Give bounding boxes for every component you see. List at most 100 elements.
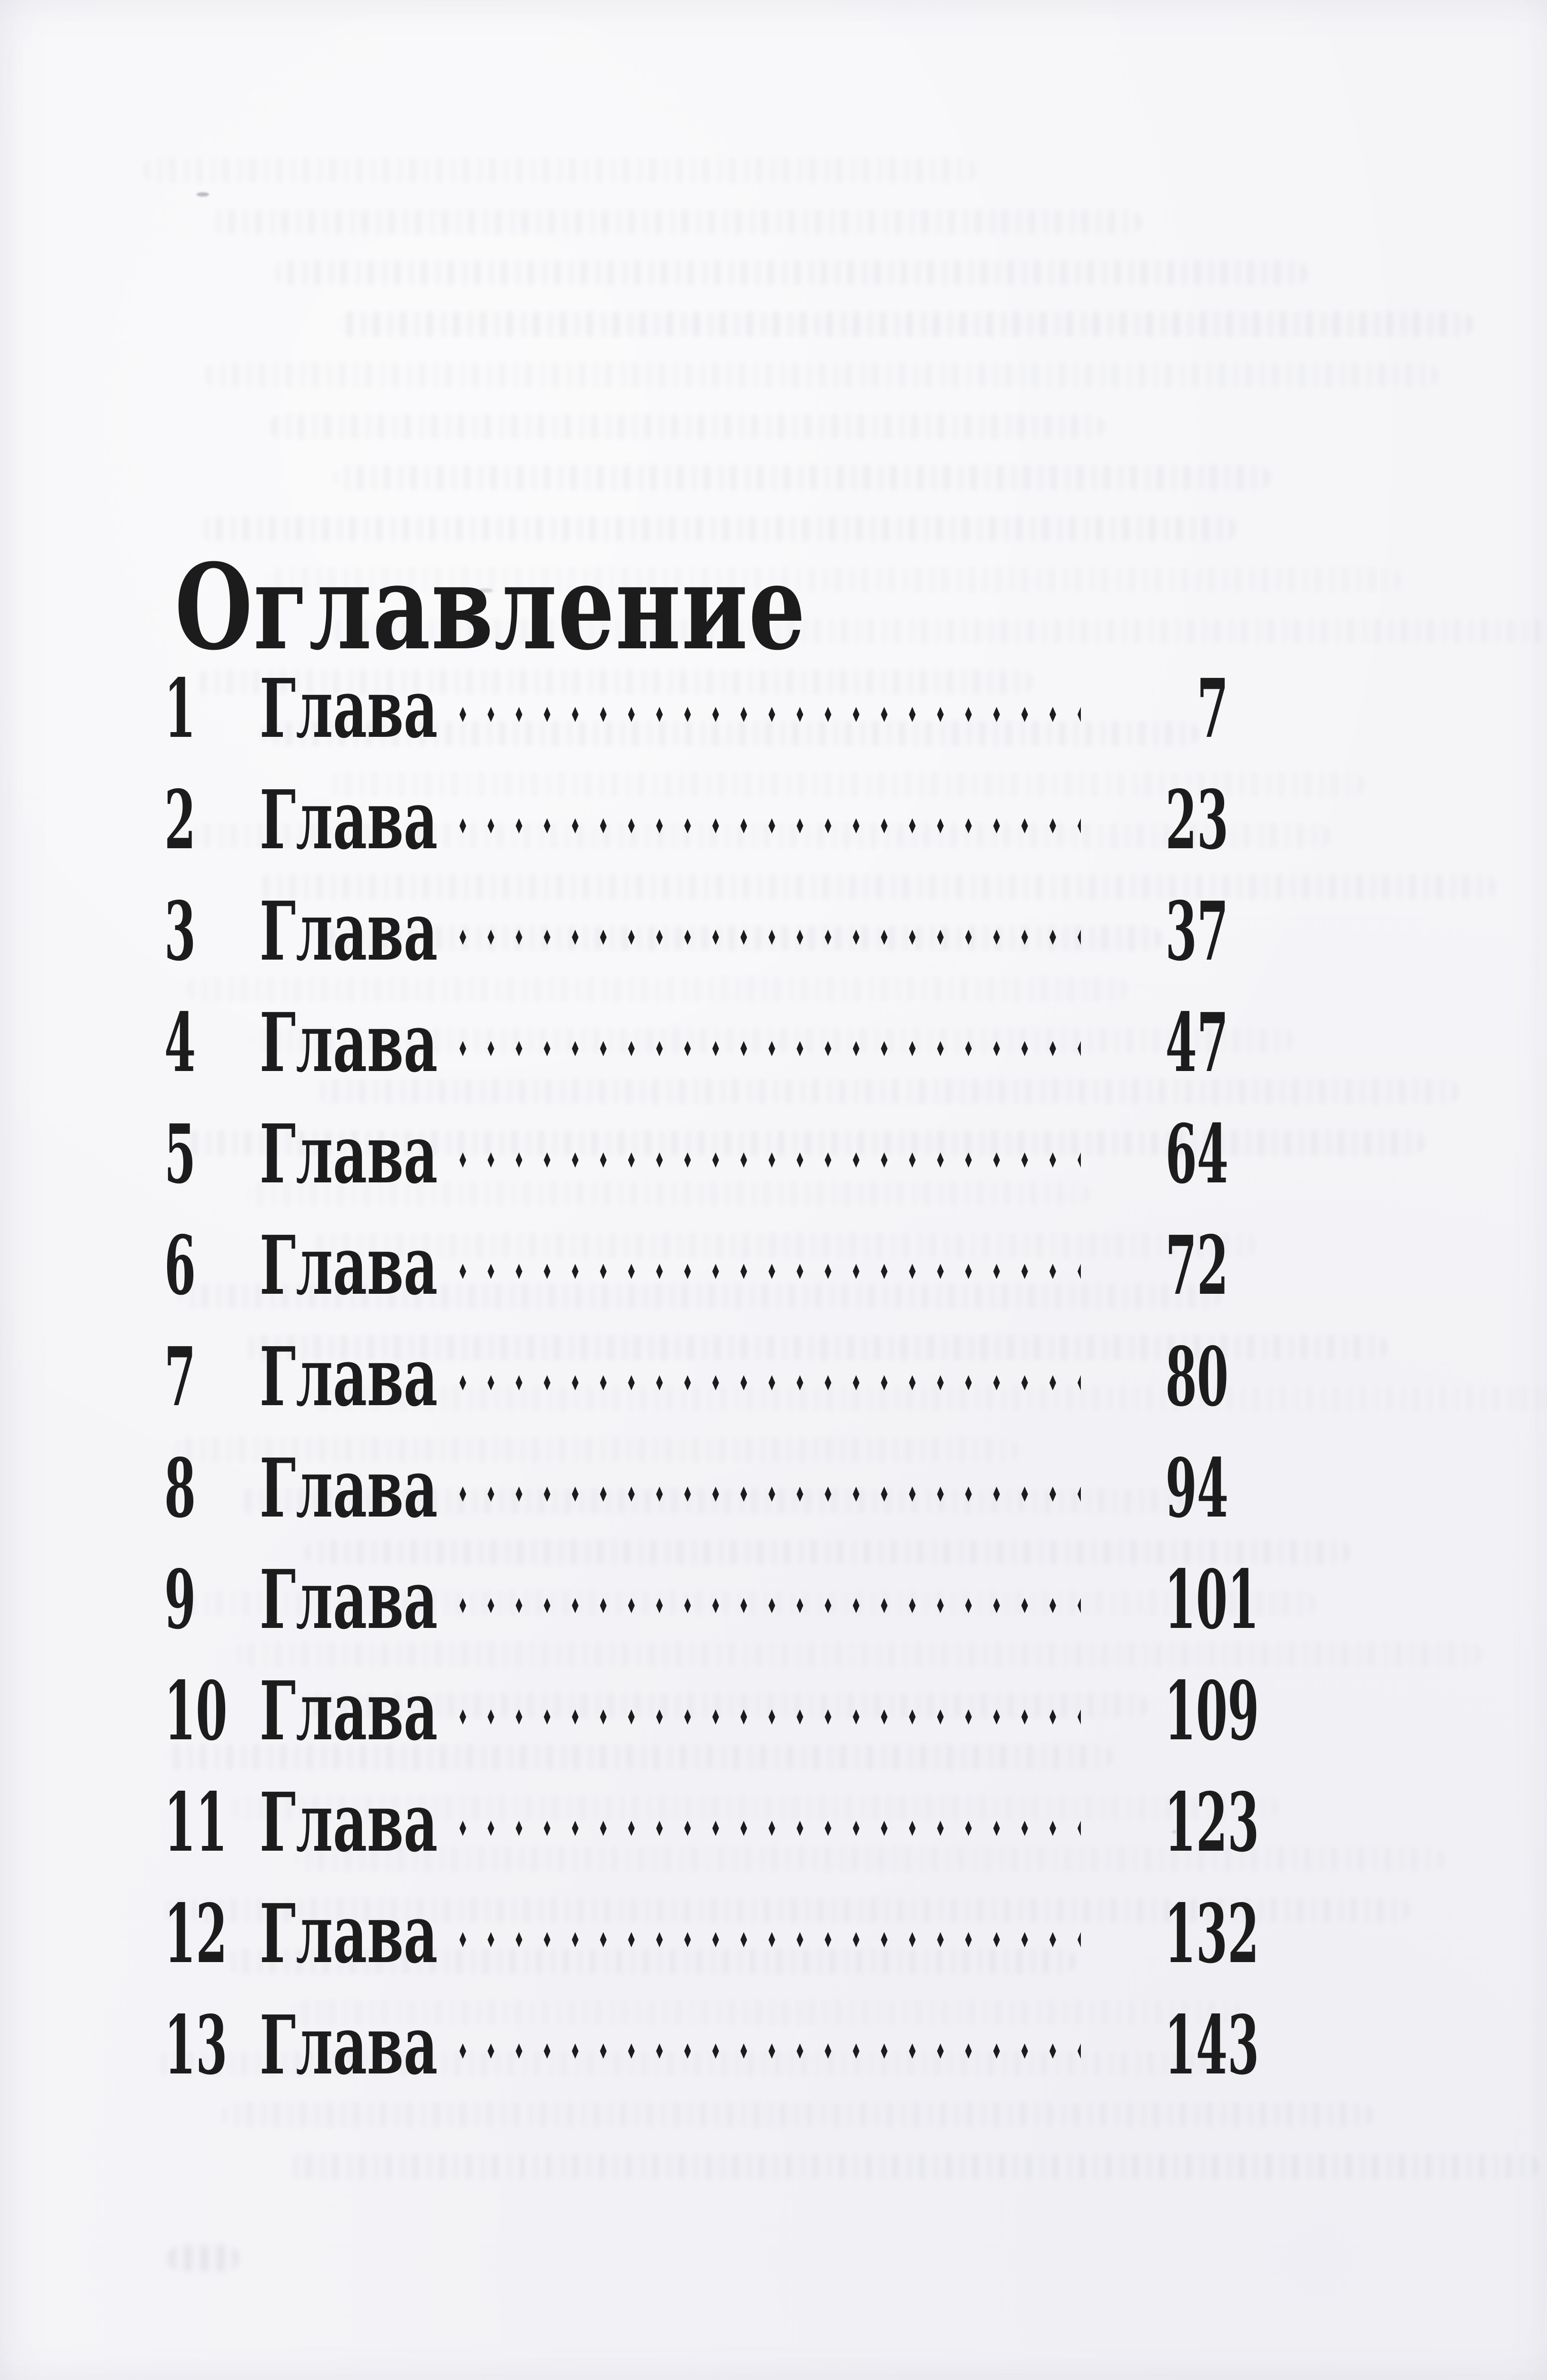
leader-dot: [684, 1152, 691, 1168]
leader-dot: [459, 1821, 466, 1836]
leader-dot: [937, 707, 944, 722]
leader-dot: [909, 930, 916, 945]
leader-dot: [628, 1264, 635, 1279]
leader-dot: [656, 1264, 663, 1279]
leader-dot: [769, 707, 775, 722]
leader-dot: [909, 1264, 916, 1279]
leader-dot: [1078, 707, 1081, 722]
dot-leader: [459, 1596, 1081, 1615]
leader-dot: [516, 1487, 522, 1502]
leader-dot: [712, 707, 719, 722]
leader-dot: [769, 1709, 775, 1725]
leader-dot: [712, 1264, 719, 1279]
toc-entry: 4 Глава 47: [164, 987, 1228, 1099]
leader-dot: [797, 1264, 803, 1279]
leader-dot: [965, 2043, 972, 2059]
leader-dot: [769, 2043, 775, 2059]
dot-leader: [459, 1707, 1081, 1726]
leader-dot: [516, 1932, 522, 1947]
leader-dot: [712, 1487, 719, 1502]
leader-dot: [797, 1375, 803, 1390]
leader-dot: [1021, 1709, 1028, 1725]
leader-dot: [712, 1152, 719, 1168]
leader-dot: [937, 1152, 944, 1168]
leader-dot: [459, 1375, 466, 1390]
chapter-label: Глава: [259, 1886, 438, 1982]
leader-dot: [993, 1487, 1000, 1502]
leader-dot: [1021, 1487, 1028, 1502]
leader-dot: [909, 2043, 916, 2059]
bleed-through-line: [200, 516, 1236, 541]
leader-dot: [825, 1932, 831, 1947]
leader-dot: [1049, 2043, 1056, 2059]
leader-dot: [600, 1375, 607, 1390]
leader-dot: [937, 1041, 944, 1056]
leader-dot: [712, 1932, 719, 1947]
bleed-through-line: [287, 2153, 1539, 2179]
leader-dot: [1078, 818, 1081, 833]
leader-dot: [993, 818, 1000, 833]
leader-dot: [544, 930, 550, 945]
page-number: 80: [1165, 1329, 1228, 1425]
leader-dot: [881, 2043, 888, 2059]
leader-dot: [1021, 1821, 1028, 1836]
leader-dot: [544, 1487, 550, 1502]
leader-dot: [459, 2043, 466, 2059]
bleed-through-line: [273, 260, 1307, 285]
leader-dot: [825, 930, 831, 945]
leader-dot: [965, 1709, 972, 1725]
toc-entry: 1 Глава 7: [164, 653, 1228, 764]
leader-dot: [965, 1487, 972, 1502]
leader-dot: [797, 1709, 803, 1725]
page-number: 123: [1164, 1775, 1259, 1870]
leader-dot: [1049, 1932, 1056, 1947]
leader-dot: [769, 1152, 775, 1168]
leader-dot: [628, 1152, 635, 1168]
leader-dot: [993, 930, 1000, 945]
leader-dot: [656, 2043, 663, 2059]
leader-dot: [769, 1264, 775, 1279]
leader-dot: [853, 1932, 859, 1947]
leader-dot: [656, 930, 663, 945]
dot-leader: [459, 1150, 1081, 1170]
leader-dot: [740, 930, 747, 945]
page-number: 143: [1164, 1998, 1259, 2093]
leader-dot: [1021, 1598, 1028, 1613]
leader-dot: [853, 1598, 859, 1613]
leader-dot: [965, 1932, 972, 1947]
leader-dot: [853, 930, 859, 945]
leader-dot: [769, 1598, 775, 1613]
leader-dot: [572, 1821, 579, 1836]
leader-dot: [853, 1152, 859, 1168]
leader-dot: [909, 1487, 916, 1502]
toc-entry: 5 Глава 64: [164, 1099, 1228, 1210]
leader-dot: [797, 930, 803, 945]
leader-dot: [740, 1375, 747, 1390]
leader-dot: [516, 707, 522, 722]
chapter-label: Глава: [259, 773, 438, 868]
leader-dot: [656, 1152, 663, 1168]
bleed-through-line: [143, 158, 976, 183]
dot-leader: [459, 1930, 1081, 1949]
leader-dot: [488, 930, 494, 945]
leader-dot: [572, 1375, 579, 1390]
leader-dot: [1021, 1932, 1028, 1947]
leader-dot: [1078, 1152, 1081, 1168]
page-number: 23: [1165, 773, 1228, 868]
leader-dot: [572, 1932, 579, 1947]
leader-dot: [459, 1264, 466, 1279]
leader-dot: [769, 930, 775, 945]
chapter-number: 11: [164, 1775, 228, 1870]
leader-dot: [937, 1264, 944, 1279]
leader-dot: [909, 1709, 916, 1725]
leader-dot: [740, 1598, 747, 1613]
leader-dot: [740, 1932, 747, 1947]
leader-dot: [459, 1598, 466, 1613]
dot-leader: [459, 1373, 1081, 1392]
leader-dot: [684, 1375, 691, 1390]
leader-dot: [769, 1375, 775, 1390]
leader-dot: [937, 1821, 944, 1836]
leader-dot: [572, 1152, 579, 1168]
leader-dot: [825, 1709, 831, 1725]
leader-dot: [516, 930, 522, 945]
